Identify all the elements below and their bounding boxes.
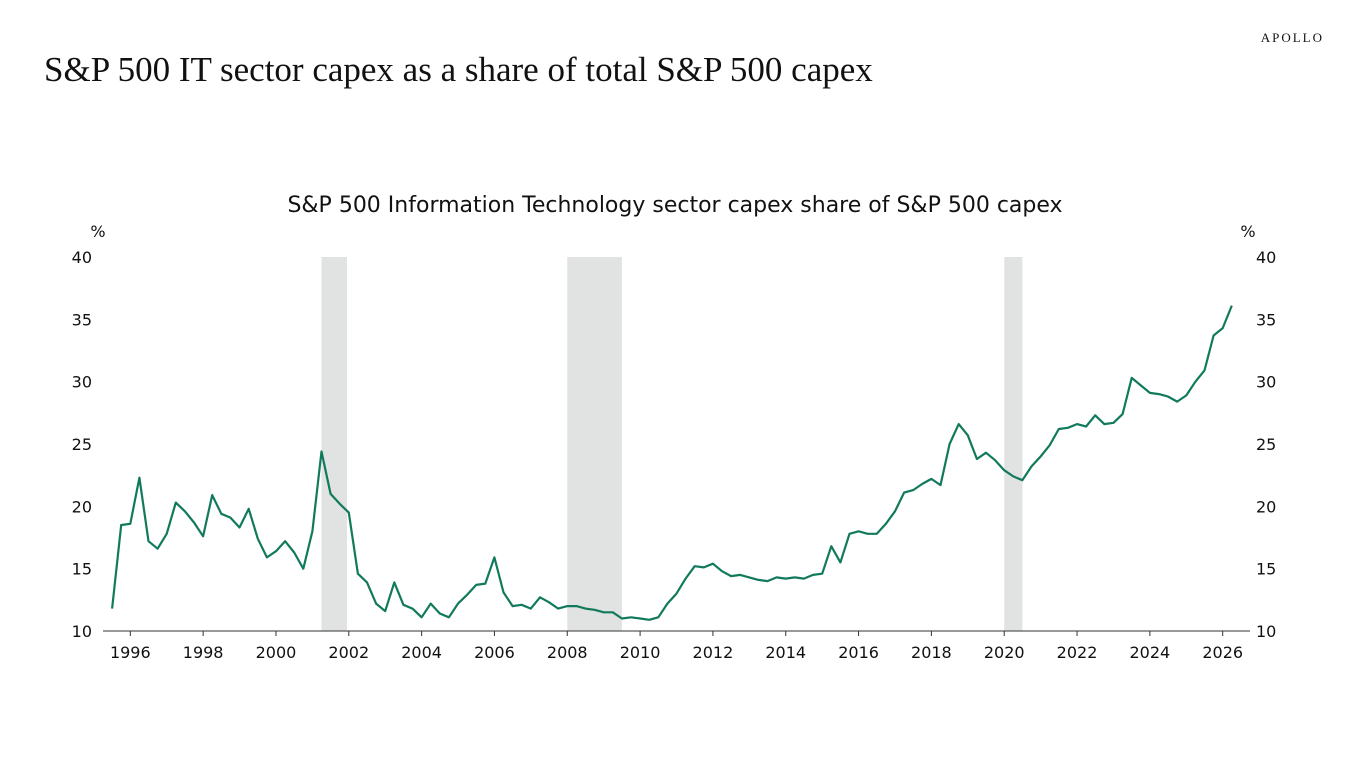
- apollo-logo: APOLLO: [1260, 30, 1324, 45]
- recession-bands: [321, 257, 1023, 631]
- y-tick-label-left: 35: [72, 310, 92, 329]
- y-tick-label-right: 25: [1256, 435, 1276, 454]
- y-tick-label-left: 25: [72, 435, 92, 454]
- x-tick-label: 2012: [693, 643, 734, 662]
- x-tick-label: 2024: [1130, 643, 1171, 662]
- x-tick-labels: 1996 1998 2000 2002 2004 2006 2008 2010 2012 2014…: [110, 643, 1243, 662]
- y-tick-label-right: 15: [1256, 560, 1276, 579]
- recession-band-3: [1004, 257, 1023, 631]
- y-tick-label-left: 20: [72, 497, 92, 516]
- x-tick-label: 2008: [547, 643, 588, 662]
- recession-band-1: [321, 257, 347, 631]
- y-tick-labels: 10 10 15 15 20 20 25 25 30 30 35 35 40 40: [72, 248, 1277, 641]
- x-tick-label: 2000: [256, 643, 297, 662]
- y-tick-label-right: 30: [1256, 373, 1276, 392]
- x-tick-label: 2002: [328, 643, 369, 662]
- x-tick-label: 2026: [1202, 643, 1243, 662]
- y-tick-label-left: 30: [72, 373, 92, 392]
- y-tick-label-left: 10: [72, 622, 92, 641]
- y-tick-label-left: 40: [72, 248, 92, 267]
- x-tick-label: 2004: [401, 643, 442, 662]
- x-tick-label: 2020: [984, 643, 1025, 662]
- y-tick-label-right: 10: [1256, 622, 1276, 641]
- y-tick-label-right: 35: [1256, 310, 1276, 329]
- x-tick-label: 2014: [765, 643, 806, 662]
- axes: [103, 630, 1250, 636]
- y-axis-unit-right: %: [1240, 222, 1255, 241]
- y-tick-label-right: 20: [1256, 497, 1276, 516]
- page-title: S&P 500 IT sector capex as a share of to…: [44, 50, 873, 89]
- series-line: [111, 305, 1233, 621]
- x-tick-label: 2022: [1057, 643, 1098, 662]
- recession-band-2: [567, 257, 622, 631]
- y-tick-label-right: 40: [1256, 248, 1276, 267]
- x-tick-label: 2006: [474, 643, 515, 662]
- x-tick-label: 1996: [110, 643, 151, 662]
- x-tick-label: 2018: [911, 643, 952, 662]
- y-tick-label-left: 15: [72, 560, 92, 579]
- x-tick-label: 1998: [183, 643, 224, 662]
- chart-title: S&P 500 Information Technology sector ca…: [287, 193, 1062, 218]
- y-axis-unit-left: %: [90, 222, 105, 241]
- x-tick-label: 2010: [620, 643, 661, 662]
- x-tick-label: 2016: [838, 643, 879, 662]
